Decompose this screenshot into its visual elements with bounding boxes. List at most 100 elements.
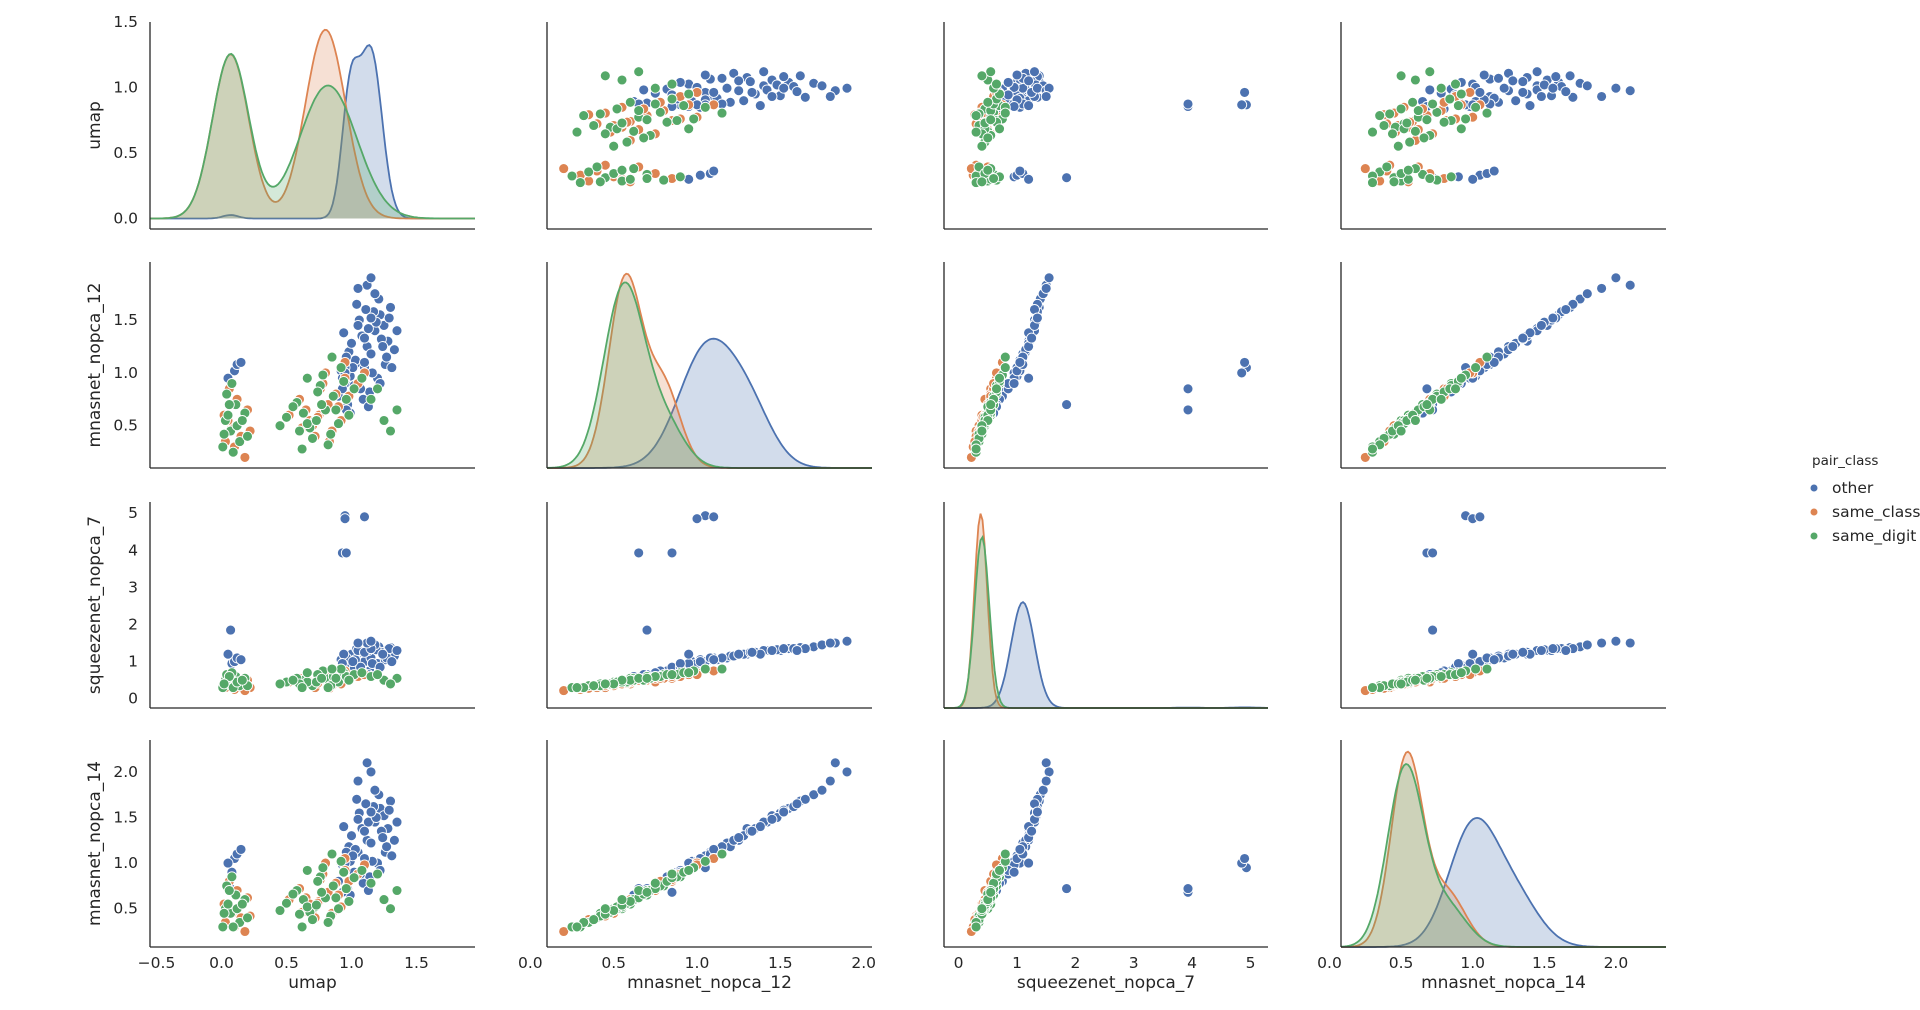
point-same-digit bbox=[296, 443, 308, 455]
point-same-digit bbox=[621, 136, 633, 148]
point-same-digit bbox=[1388, 176, 1400, 188]
point-other bbox=[1014, 165, 1026, 177]
point-other bbox=[386, 850, 398, 862]
point-same-digit bbox=[1455, 123, 1467, 135]
y-tick-label: 2.0 bbox=[113, 763, 138, 781]
point-other bbox=[1560, 86, 1572, 98]
point-same-digit bbox=[274, 678, 286, 690]
point-other bbox=[728, 67, 740, 79]
x-axis-label-mnasnet-nopca-14: mnasnet_nopca_14 bbox=[1421, 973, 1586, 993]
point-other bbox=[1488, 356, 1500, 368]
point-other bbox=[1061, 883, 1073, 895]
point-other bbox=[362, 323, 374, 335]
point-same-digit bbox=[683, 864, 695, 876]
point-other bbox=[744, 76, 756, 88]
x-tick-label: 0.5 bbox=[1389, 954, 1414, 972]
point-same-digit bbox=[226, 378, 238, 389]
point-same-digit bbox=[976, 425, 988, 437]
point-same-digit bbox=[1421, 114, 1433, 126]
legend-entry-other: other bbox=[1810, 479, 1874, 497]
panel-mnasnet-nopca-12-vs-mnasnet-nopca-14 bbox=[1340, 262, 1666, 469]
point-same-digit bbox=[356, 864, 368, 876]
point-other bbox=[1040, 282, 1052, 294]
point-same-digit bbox=[683, 667, 695, 679]
point-same-digit bbox=[226, 871, 238, 883]
x-tick-label: 1.0 bbox=[339, 954, 364, 972]
x-tick-label: 0.5 bbox=[274, 954, 299, 972]
point-same-digit bbox=[624, 173, 636, 185]
point-other bbox=[388, 834, 400, 846]
legend-label-same-digit: same_digit bbox=[1832, 527, 1916, 546]
point-other bbox=[365, 837, 377, 849]
point-other bbox=[738, 95, 750, 107]
point-other bbox=[666, 547, 678, 559]
point-other bbox=[1535, 645, 1547, 656]
point-other bbox=[391, 816, 403, 828]
point-same-digit bbox=[578, 110, 590, 122]
point-same-digit bbox=[688, 113, 700, 125]
point-same-digit bbox=[658, 174, 670, 186]
y-tick-label: 1.0 bbox=[113, 854, 138, 872]
point-same-digit bbox=[316, 672, 328, 684]
point-other bbox=[347, 656, 359, 668]
point-other bbox=[791, 86, 803, 98]
point-same-digit bbox=[378, 894, 390, 906]
point-same-digit bbox=[970, 126, 982, 138]
point-same-digit bbox=[970, 921, 982, 933]
point-same-digit bbox=[312, 875, 324, 887]
point-same-digit bbox=[999, 848, 1011, 860]
x-tick-label: 4 bbox=[1187, 954, 1197, 972]
point-other bbox=[694, 656, 706, 668]
point-other bbox=[1624, 85, 1636, 97]
point-other bbox=[1535, 319, 1547, 331]
point-same-digit bbox=[223, 399, 235, 411]
point-same-digit bbox=[385, 425, 396, 437]
point-same-digit bbox=[1395, 70, 1407, 82]
x-tick-label: 2.0 bbox=[1604, 954, 1629, 972]
point-other bbox=[365, 806, 377, 818]
point-same-digit bbox=[365, 393, 377, 405]
panel-mnasnet-nopca-12-vs-squeezenet-nopca-7 bbox=[943, 262, 1268, 469]
point-same-digit bbox=[1367, 443, 1378, 455]
point-same-digit bbox=[1470, 362, 1482, 374]
point-other bbox=[1467, 648, 1479, 660]
point-other bbox=[1610, 82, 1622, 94]
point-same-digit bbox=[1481, 663, 1493, 675]
point-same-digit bbox=[999, 107, 1011, 119]
panel-mnasnet-nopca-14-vs-mnasnet-nopca-12: 0.0 0.5 1.0 1.5 2.0 mnasnet_nopca_12 bbox=[518, 740, 876, 993]
point-same-digit bbox=[356, 667, 368, 679]
point-other bbox=[1424, 84, 1436, 96]
point-same-digit bbox=[340, 883, 352, 895]
point-other bbox=[385, 301, 396, 313]
point-same-digit bbox=[1374, 110, 1386, 122]
point-same-digit bbox=[976, 903, 988, 915]
point-same-digit bbox=[699, 663, 711, 675]
point-same-digit bbox=[588, 914, 600, 926]
point-same-digit bbox=[1381, 161, 1393, 173]
point-other bbox=[359, 332, 370, 344]
point-other bbox=[733, 832, 745, 844]
point-other bbox=[377, 341, 389, 352]
point-same-digit bbox=[281, 411, 292, 423]
point-other bbox=[1624, 279, 1636, 291]
point-same-digit bbox=[633, 66, 645, 78]
point-other bbox=[1517, 86, 1529, 98]
point-other bbox=[1524, 327, 1536, 339]
point-other bbox=[1023, 75, 1035, 87]
point-same-digit bbox=[991, 383, 1002, 395]
point-other bbox=[1239, 86, 1251, 98]
point-other bbox=[388, 344, 400, 356]
point-other bbox=[1498, 82, 1510, 94]
point-other bbox=[733, 75, 745, 87]
point-other bbox=[746, 825, 758, 837]
y-tick-label: 0 bbox=[128, 690, 138, 708]
point-other bbox=[808, 789, 820, 801]
point-same-digit bbox=[994, 123, 1005, 135]
point-other bbox=[338, 327, 350, 339]
point-same-digit bbox=[1395, 425, 1407, 437]
panel-mnasnet-nopca-14-vs-squeezenet-nopca-7: 0 1 2 3 4 5 squeezenet_nopca_7 bbox=[943, 740, 1268, 993]
panel-squeezenet-nopca-7-vs-squeezenet-nopca-7 bbox=[943, 502, 1268, 709]
point-other bbox=[1040, 91, 1052, 102]
x-tick-label: 1.0 bbox=[1460, 954, 1485, 972]
